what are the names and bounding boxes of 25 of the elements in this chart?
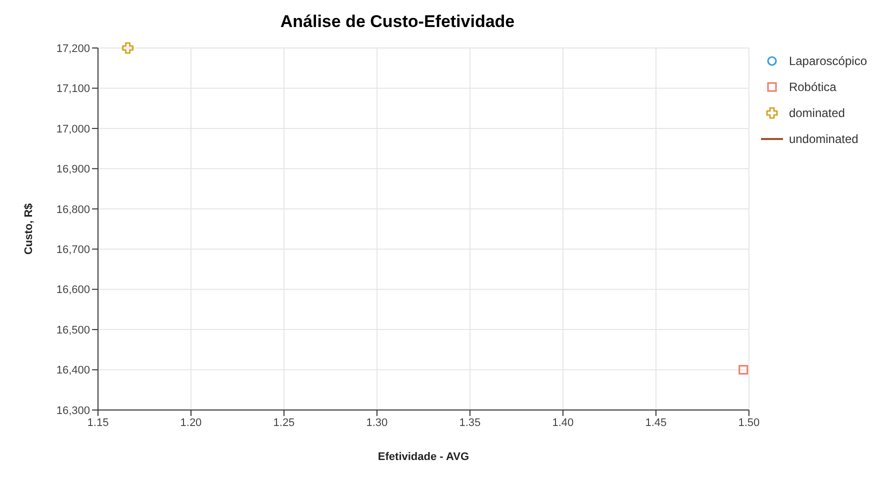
chart-title: Análise de Custo-Efetividade <box>279 11 516 33</box>
y-tick-label: 16,900 <box>56 164 90 176</box>
x-tick-label: 1.50 <box>738 416 760 429</box>
y-tick-label: 16,300 <box>56 404 90 417</box>
x-tick-label: 1.25 <box>273 416 295 429</box>
legend-label: Robótica <box>788 80 836 94</box>
x-tick-label: 1.40 <box>552 416 574 429</box>
y-tick-label: 16,500 <box>56 324 90 336</box>
x-axis-title: Efetividade - AVG <box>378 451 470 463</box>
y-tick-label: 16,600 <box>56 284 90 296</box>
y-tick-label: 17,100 <box>56 83 90 96</box>
y-tick-label: 17,000 <box>56 123 90 136</box>
y-axis-title: Custo, R$ <box>22 203 35 255</box>
x-tick-label: 1.15 <box>87 416 109 429</box>
x-tick-label: 1.20 <box>180 416 202 429</box>
y-tick-label: 16,800 <box>56 204 90 216</box>
x-tick-label: 1.30 <box>366 416 388 429</box>
legend-label: undominated <box>788 132 858 146</box>
legend-label: dominated <box>788 106 845 120</box>
legend-label: Laparoscópico <box>788 54 867 68</box>
x-tick-label: 1.45 <box>645 416 667 429</box>
y-tick-label: 16,700 <box>56 244 90 256</box>
y-tick-label: 17,200 <box>56 42 90 55</box>
y-tick-label: 16,400 <box>56 364 90 377</box>
x-tick-label: 1.35 <box>459 416 481 429</box>
